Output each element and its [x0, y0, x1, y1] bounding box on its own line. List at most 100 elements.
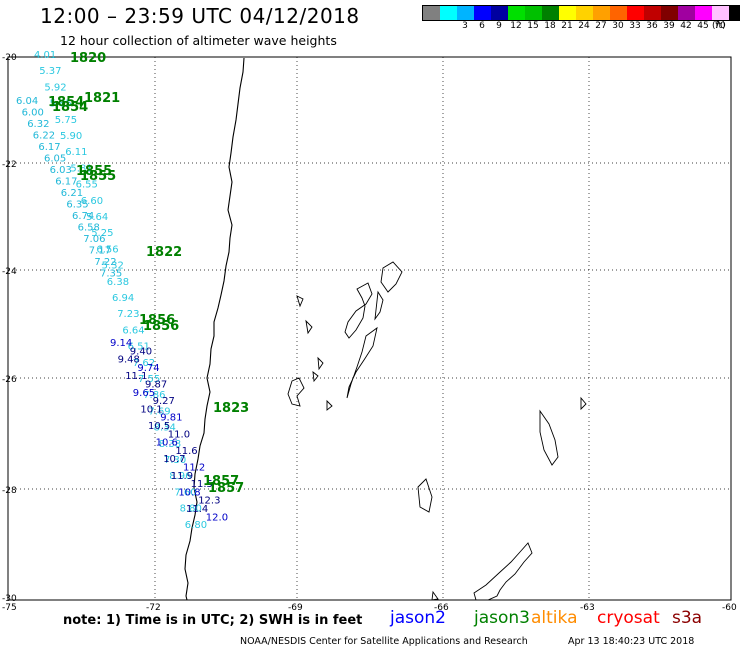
wave-height-label: 7.62	[133, 358, 155, 369]
page-title: 12:00 – 23:59 UTC 04/12/2018	[40, 4, 360, 28]
wave-height-label: 7.06	[83, 234, 105, 245]
wave-height-label: 7.60	[174, 487, 196, 498]
legend-label: 18	[544, 21, 556, 31]
legend-label: 15	[527, 21, 539, 31]
wave-height-label: 11.9	[171, 471, 193, 482]
wave-height-label: 6.74	[72, 211, 94, 222]
lon-label: -60	[722, 603, 737, 613]
wave-height-label: 8.34	[154, 423, 176, 434]
wave-height-label: 7.35	[100, 269, 122, 280]
wave-height-label: 5.37	[39, 66, 61, 77]
legend-labels: 3 6 9 12 15 18 21 24 27 30 33 36 39 42 45 70	[422, 21, 732, 35]
wave-height-label: 6.94	[112, 293, 134, 304]
legend-label: 33	[629, 21, 641, 31]
legend-label: 42	[680, 21, 692, 31]
pass-time-label: 1821	[84, 91, 120, 106]
legend-label: 9	[496, 21, 502, 31]
wave-height-label: 5.25	[91, 228, 113, 239]
wave-height-label: 11.0	[168, 429, 190, 440]
legend-swatch	[542, 6, 559, 20]
wave-height-label: 8.38	[159, 439, 181, 450]
credit-text: NOAA/NESDIS Center for Satellite Applica…	[240, 636, 528, 647]
wave-height-label: 11.6	[175, 446, 197, 457]
wave-height-label: 7.17	[89, 246, 111, 257]
wave-height-label: 9.14	[110, 338, 132, 349]
wave-height-label: 11.4	[186, 504, 208, 515]
wave-height-label: 6.32	[27, 119, 49, 130]
coastline	[184, 57, 245, 601]
pass-time-label: 1822	[146, 245, 182, 260]
wave-height-label: 7.55	[138, 374, 160, 385]
page-subtitle: 12 hour collection of altimeter wave hei…	[60, 33, 337, 48]
wave-height-label: 7.69	[148, 406, 170, 417]
wave-height-label: 10.7	[163, 454, 185, 465]
wave-height-label: 9.48	[118, 355, 140, 366]
wave-height-label: 9.81	[160, 413, 182, 424]
legend-swatch	[508, 6, 525, 20]
lat-label: -26	[2, 375, 17, 385]
map-frame	[7, 56, 732, 601]
wave-height-label: 5.81	[70, 163, 92, 174]
islands	[287, 261, 587, 601]
wave-height-label: 6.03	[50, 165, 72, 176]
wave-height-label: 6.80	[185, 520, 207, 531]
legend-label: 6	[479, 21, 485, 31]
wave-height-label: 9.74	[137, 363, 159, 374]
wave-height-label: 11.2	[183, 463, 205, 474]
legend-unit: (ft)	[712, 21, 726, 31]
wave-height-label: 6.21	[61, 188, 83, 199]
wave-height-label: 6.55	[76, 180, 98, 191]
legend-swatch	[644, 6, 661, 20]
lon-label: -69	[288, 603, 303, 613]
legend-swatch	[610, 6, 627, 20]
wave-height-label: 6.35	[66, 200, 88, 211]
satellite-jason2: jason2	[390, 608, 446, 628]
wave-height-label: 5.90	[60, 131, 82, 142]
wave-height-label: 6.17	[55, 177, 77, 188]
wave-height-label: 5.75	[55, 115, 77, 126]
legend-swatch	[678, 6, 695, 20]
wave-height-label: 5.85	[50, 99, 72, 110]
legend-swatch	[729, 6, 740, 20]
lat-label: -20	[2, 53, 17, 63]
legend-swatch	[593, 6, 610, 20]
wave-height-label: 8.96	[169, 471, 191, 482]
legend-swatch	[440, 6, 457, 20]
satellite-cryosat: cryosat	[597, 608, 660, 628]
wave-height-label: 8.80	[180, 504, 202, 515]
pass-time-label: 1855	[76, 164, 112, 179]
legend-label: 3	[462, 21, 468, 31]
pass-time-label: 1856	[139, 313, 175, 328]
pass-time-label: 1823	[213, 401, 249, 416]
pass-time-label: 1820	[70, 51, 106, 66]
color-legend	[422, 5, 740, 21]
legend-swatch	[559, 6, 576, 20]
lon-label: -75	[2, 603, 17, 613]
wave-height-label: 7.86	[143, 390, 165, 401]
legend-swatch	[695, 6, 712, 20]
legend-swatch	[576, 6, 593, 20]
wave-height-label: 6.04	[16, 96, 38, 107]
legend-label: 24	[578, 21, 590, 31]
wave-height-label: 7.30	[164, 455, 186, 466]
lat-label: -28	[2, 486, 17, 496]
wave-height-label: 11.5	[191, 479, 213, 490]
wave-height-label: 6.58	[78, 223, 100, 234]
wave-height-label: 9.40	[130, 346, 152, 357]
wave-height-label: 9.27	[153, 396, 175, 407]
legend-swatch	[423, 6, 440, 20]
wave-height-label: 6.64	[122, 325, 144, 336]
legend-label: 21	[561, 21, 573, 31]
legend-label: 27	[595, 21, 607, 31]
observation-labels: 4.01 5.37 5.92 5.85 5.75 5.90 6.11 5.81 6.55 6.60…	[16, 50, 228, 531]
lat-label: -22	[2, 160, 17, 170]
legend-label: 36	[646, 21, 658, 31]
wave-height-label: 7.22	[94, 257, 116, 268]
satellite-altika: altika	[531, 608, 578, 628]
lon-label: -63	[580, 603, 595, 613]
pass-time-label: 1855	[80, 169, 116, 184]
wave-height-label: 6.60	[81, 196, 103, 207]
